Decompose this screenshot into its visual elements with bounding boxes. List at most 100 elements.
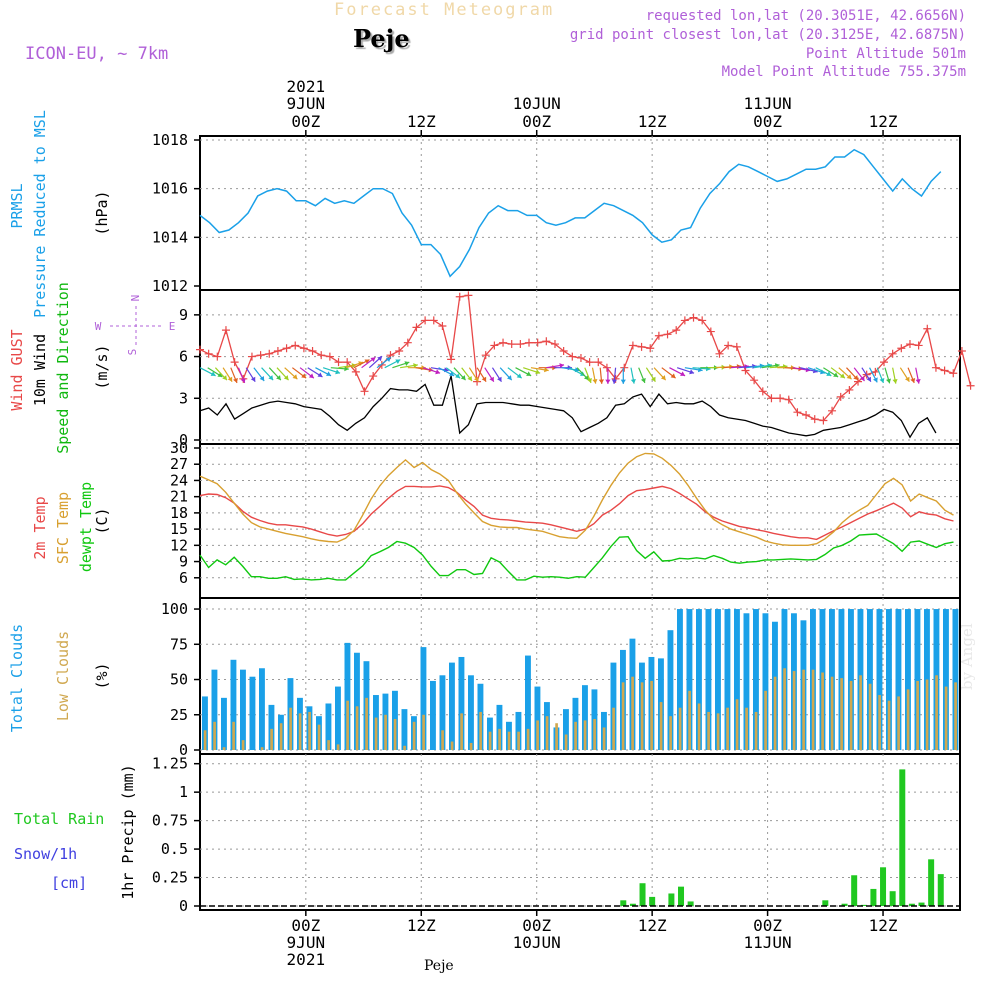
bottom-axis-hour: 12Z xyxy=(407,916,436,935)
wind-direction-arrowhead xyxy=(210,371,216,376)
gust-marker xyxy=(949,369,958,378)
low-cloud-bar xyxy=(564,734,568,750)
bottom-axis-hour: 12Z xyxy=(638,916,667,935)
gust-marker xyxy=(680,316,689,325)
gust-marker xyxy=(585,358,594,367)
wind-direction-arrowhead xyxy=(543,367,549,373)
temp-label-dewpt: dewpt Temp xyxy=(77,482,95,572)
wind-direction-arrowhead xyxy=(370,357,376,363)
total-cloud-bar xyxy=(724,609,731,750)
total-cloud-bar xyxy=(430,680,436,750)
top-axis-hour: 12Z xyxy=(869,112,898,131)
low-cloud-bar xyxy=(745,707,748,750)
low-cloud-bar xyxy=(222,747,226,750)
pressure-line xyxy=(199,148,942,278)
compass-west: W xyxy=(95,320,102,333)
low-cloud-bar xyxy=(488,731,492,750)
precip-label-snow: Snow/1h xyxy=(14,845,77,863)
low-cloud-bar xyxy=(783,668,786,750)
wind-direction-arrowhead xyxy=(292,374,298,380)
gust-marker xyxy=(525,338,534,347)
low-cloud-bar xyxy=(697,703,701,750)
gust-marker xyxy=(715,349,724,358)
total-cloud-bar xyxy=(268,704,275,750)
rain-bar xyxy=(668,893,675,906)
gust-marker xyxy=(793,408,802,417)
total-cloud-bar xyxy=(249,676,256,750)
gust-marker xyxy=(923,324,932,333)
low-cloud-bar xyxy=(650,680,653,750)
total-cloud-bar xyxy=(715,609,721,750)
wind-direction-arrowhead xyxy=(413,363,418,369)
wind-direction-arrowhead xyxy=(364,359,370,364)
low-cloud-bar xyxy=(279,723,283,750)
wind-direction-arrowhead xyxy=(535,369,541,375)
gust-marker xyxy=(464,291,473,300)
low-cloud-bar xyxy=(593,718,596,750)
total-cloud-bar xyxy=(686,609,693,750)
gust-marker xyxy=(273,347,282,356)
total-cloud-bar xyxy=(886,609,892,750)
unit-label: (C) xyxy=(93,507,111,534)
wind-direction-arrowhead xyxy=(308,373,314,379)
wind-direction-arrowhead xyxy=(497,376,502,382)
total-cloud-bar xyxy=(202,696,208,750)
gust-marker xyxy=(966,381,975,390)
y-tick-label: 25 xyxy=(170,706,188,724)
low-cloud-bar xyxy=(659,702,663,750)
gust-marker xyxy=(360,387,369,396)
low-cloud-bar xyxy=(393,718,397,750)
compass-cross xyxy=(110,306,162,346)
low-cloud-bar xyxy=(450,741,454,750)
gust-marker xyxy=(819,416,828,425)
gust-marker xyxy=(576,353,585,362)
wind-direction-arrowhead xyxy=(276,375,281,381)
panel-frame-precip xyxy=(199,753,961,911)
chart-title: Forecast Meteogram xyxy=(334,0,555,20)
wind-direction-arrowhead xyxy=(611,379,617,384)
low-cloud-bar xyxy=(327,740,330,750)
gust-marker xyxy=(438,321,447,330)
precip-label-rain: Total Rain xyxy=(14,810,104,828)
cloud-label-total: Total Clouds xyxy=(8,624,26,732)
model-altitude: Model Point Altitude 755.375m xyxy=(721,64,966,80)
wind-label-gust: Wind GUST xyxy=(8,329,26,410)
wind-direction-arrowhead xyxy=(853,375,859,381)
panel-frame-wind xyxy=(199,289,961,445)
precip-label-cm: [cm] xyxy=(51,874,87,892)
gust-marker xyxy=(550,340,559,349)
low-cloud-bar xyxy=(849,680,853,750)
low-cloud-bar xyxy=(640,682,644,750)
wind-direction-arrowhead xyxy=(222,375,227,381)
low-cloud-bar xyxy=(707,711,710,750)
gust-marker xyxy=(914,341,923,350)
low-cloud-bar xyxy=(716,713,720,750)
wind-direction-arrowhead xyxy=(559,363,565,369)
total-cloud-bar xyxy=(496,704,503,750)
y-tick-label: 3 xyxy=(179,389,188,407)
gust-marker xyxy=(256,351,265,360)
gust-marker xyxy=(620,363,629,372)
temp-label-sfc: SFC Temp xyxy=(54,492,72,564)
top-axis-date: 9JUN xyxy=(287,94,326,113)
gust-line xyxy=(199,294,972,422)
gust-marker xyxy=(706,327,715,336)
y-tick-label: 21 xyxy=(170,488,188,506)
rain-bar xyxy=(880,867,887,906)
y-tick-label: 100 xyxy=(161,600,188,618)
wind-direction-arrowhead xyxy=(455,373,461,379)
total-cloud-bar xyxy=(335,686,341,750)
rain-bar xyxy=(918,902,925,906)
rain-bar xyxy=(629,903,636,906)
gust-marker xyxy=(568,352,577,361)
compass-east: E xyxy=(169,320,176,333)
total-cloud-bar xyxy=(753,609,759,750)
total-cloud-bar xyxy=(734,609,740,750)
temp-line-0 xyxy=(199,485,954,541)
y-tick-label: 6 xyxy=(179,569,188,587)
top-axis-hour: 00Z xyxy=(291,112,320,131)
total-cloud-bar xyxy=(914,609,921,750)
wind-direction-arrowhead xyxy=(680,371,686,376)
gust-marker xyxy=(196,345,204,354)
wind-direction-arrowhead xyxy=(910,378,916,383)
